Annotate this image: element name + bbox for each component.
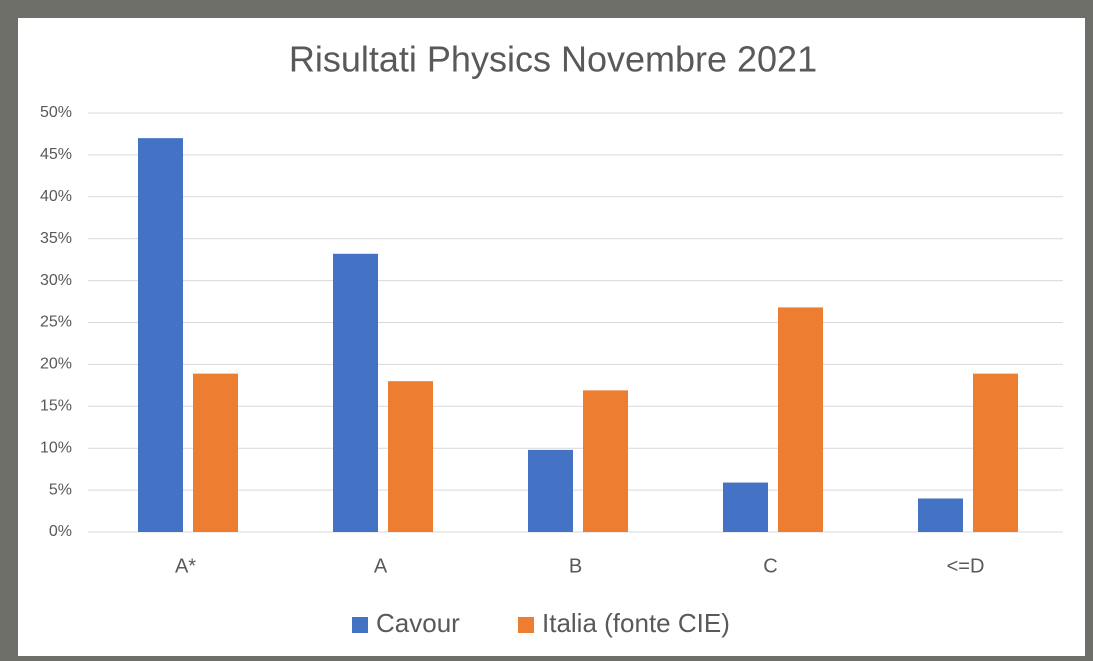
bar xyxy=(528,450,573,532)
y-tick-label: 35% xyxy=(40,230,72,247)
bar xyxy=(778,307,823,532)
x-tick-label: C xyxy=(763,555,777,577)
legend-label: Italia (fonte CIE) xyxy=(542,608,730,638)
y-tick-label: 25% xyxy=(40,314,72,331)
bar xyxy=(388,381,433,532)
bar xyxy=(583,390,628,532)
legend-label: Cavour xyxy=(376,608,460,638)
bar xyxy=(138,138,183,532)
y-tick-label: 5% xyxy=(49,481,72,498)
y-tick-label: 0% xyxy=(49,523,72,540)
x-tick-label: A xyxy=(374,555,388,577)
x-tick-label: B xyxy=(569,555,582,577)
bar xyxy=(918,498,963,532)
y-tick-label: 45% xyxy=(40,146,72,163)
x-tick-label: A* xyxy=(175,555,196,577)
y-tick-label: 20% xyxy=(40,356,72,373)
y-tick-label: 50% xyxy=(40,104,72,121)
bar xyxy=(333,254,378,532)
bar xyxy=(973,374,1018,532)
chart: Risultati Physics Novembre 2021 0% 5% 10% 1… xyxy=(0,0,1093,656)
y-tick-label: 30% xyxy=(40,272,72,289)
bar xyxy=(723,483,768,532)
y-tick-label: 10% xyxy=(40,439,72,456)
y-tick-label: 15% xyxy=(40,398,72,415)
page: {"chart_data": {"type": "bar", "title": … xyxy=(0,0,1093,656)
x-tick-label: <=D xyxy=(947,555,985,577)
legend-swatch xyxy=(518,617,534,633)
y-tick-label: 40% xyxy=(40,188,72,205)
legend-swatch xyxy=(352,617,368,633)
chart-title: Risultati Physics Novembre 2021 xyxy=(289,39,817,80)
bar xyxy=(193,374,238,532)
